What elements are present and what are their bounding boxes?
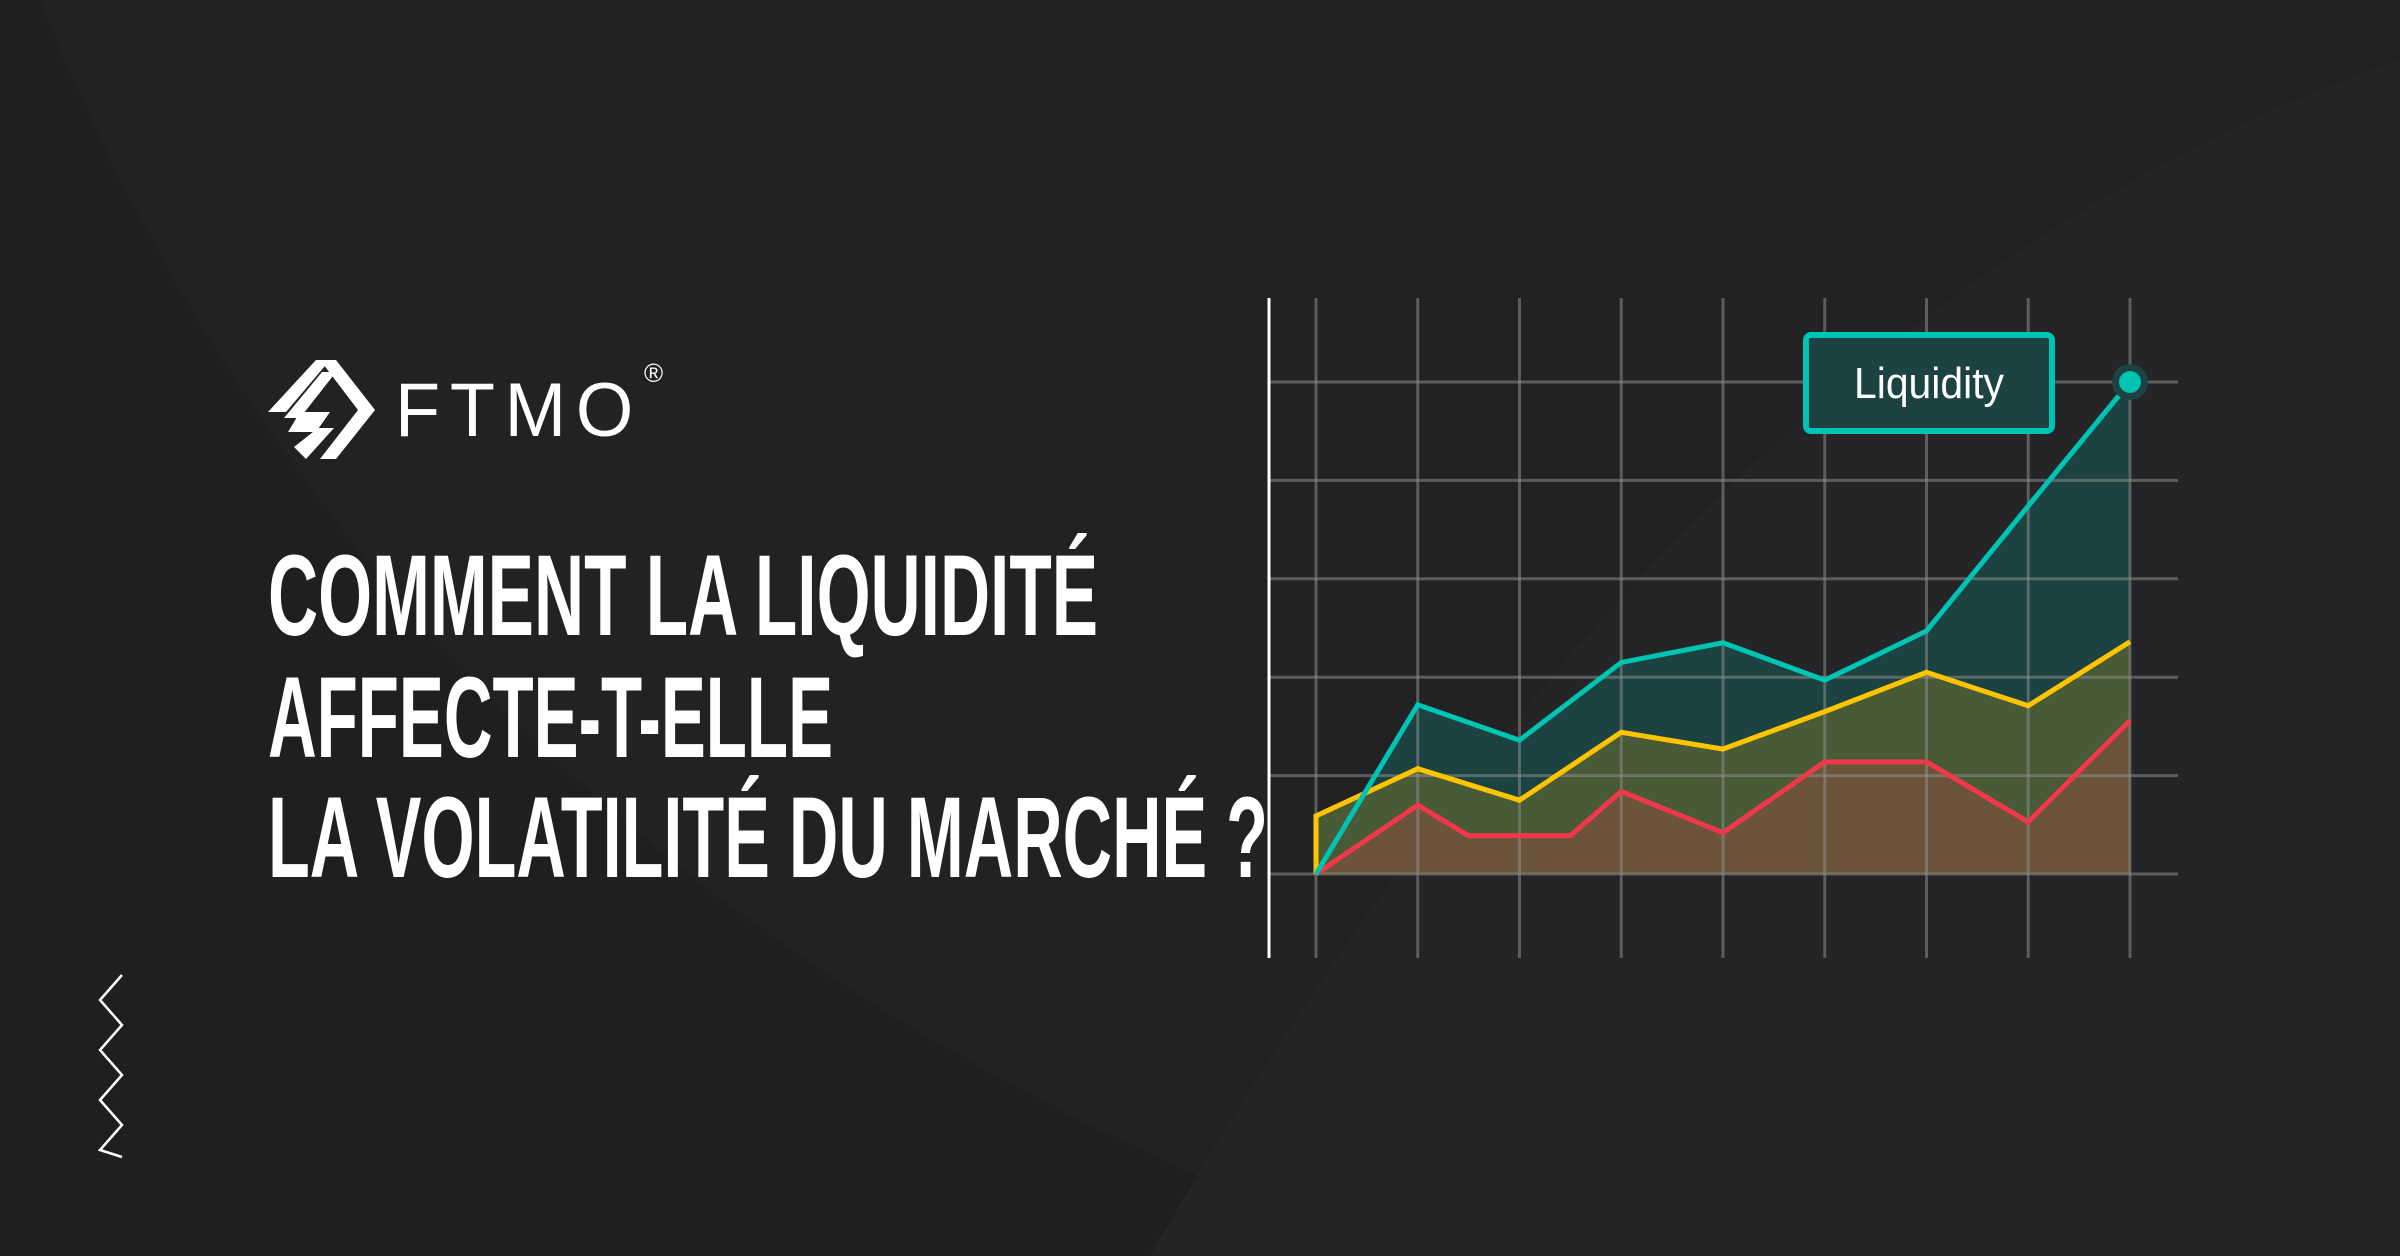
liquidity-label-box bbox=[1803, 332, 2055, 434]
series-line-2 bbox=[1314, 718, 2132, 877]
liquidity-chart: Liquidity bbox=[1267, 298, 2178, 958]
page-title: COMMENT LA LIQUIDITÉ AFFECTE-T-ELLE LA V… bbox=[268, 532, 1268, 902]
ftmo-logo-icon bbox=[268, 360, 375, 459]
zigzag-chevrons-icon bbox=[97, 974, 124, 1159]
liquidity-label-text: Liquidity bbox=[1854, 359, 2004, 408]
series-line-0 bbox=[1313, 380, 2132, 876]
registered-mark: ® bbox=[644, 358, 663, 388]
background-shape bbox=[1150, 60, 2400, 1256]
ftmo-logo: FTMO ® bbox=[268, 358, 663, 459]
title-line-1: COMMENT LA LIQUIDITÉ bbox=[268, 532, 1098, 660]
title-line-3: LA VOLATILITÉ DU MARCHÉ ? bbox=[268, 774, 1268, 902]
liquidity-label: Liquidity bbox=[1803, 332, 2055, 434]
background-shape bbox=[0, 0, 1400, 1256]
title-line-2: AFFECTE-T-ELLE bbox=[268, 654, 833, 782]
endpoint-dot bbox=[2119, 371, 2141, 393]
ftmo-logo-text: FTMO bbox=[395, 368, 643, 453]
